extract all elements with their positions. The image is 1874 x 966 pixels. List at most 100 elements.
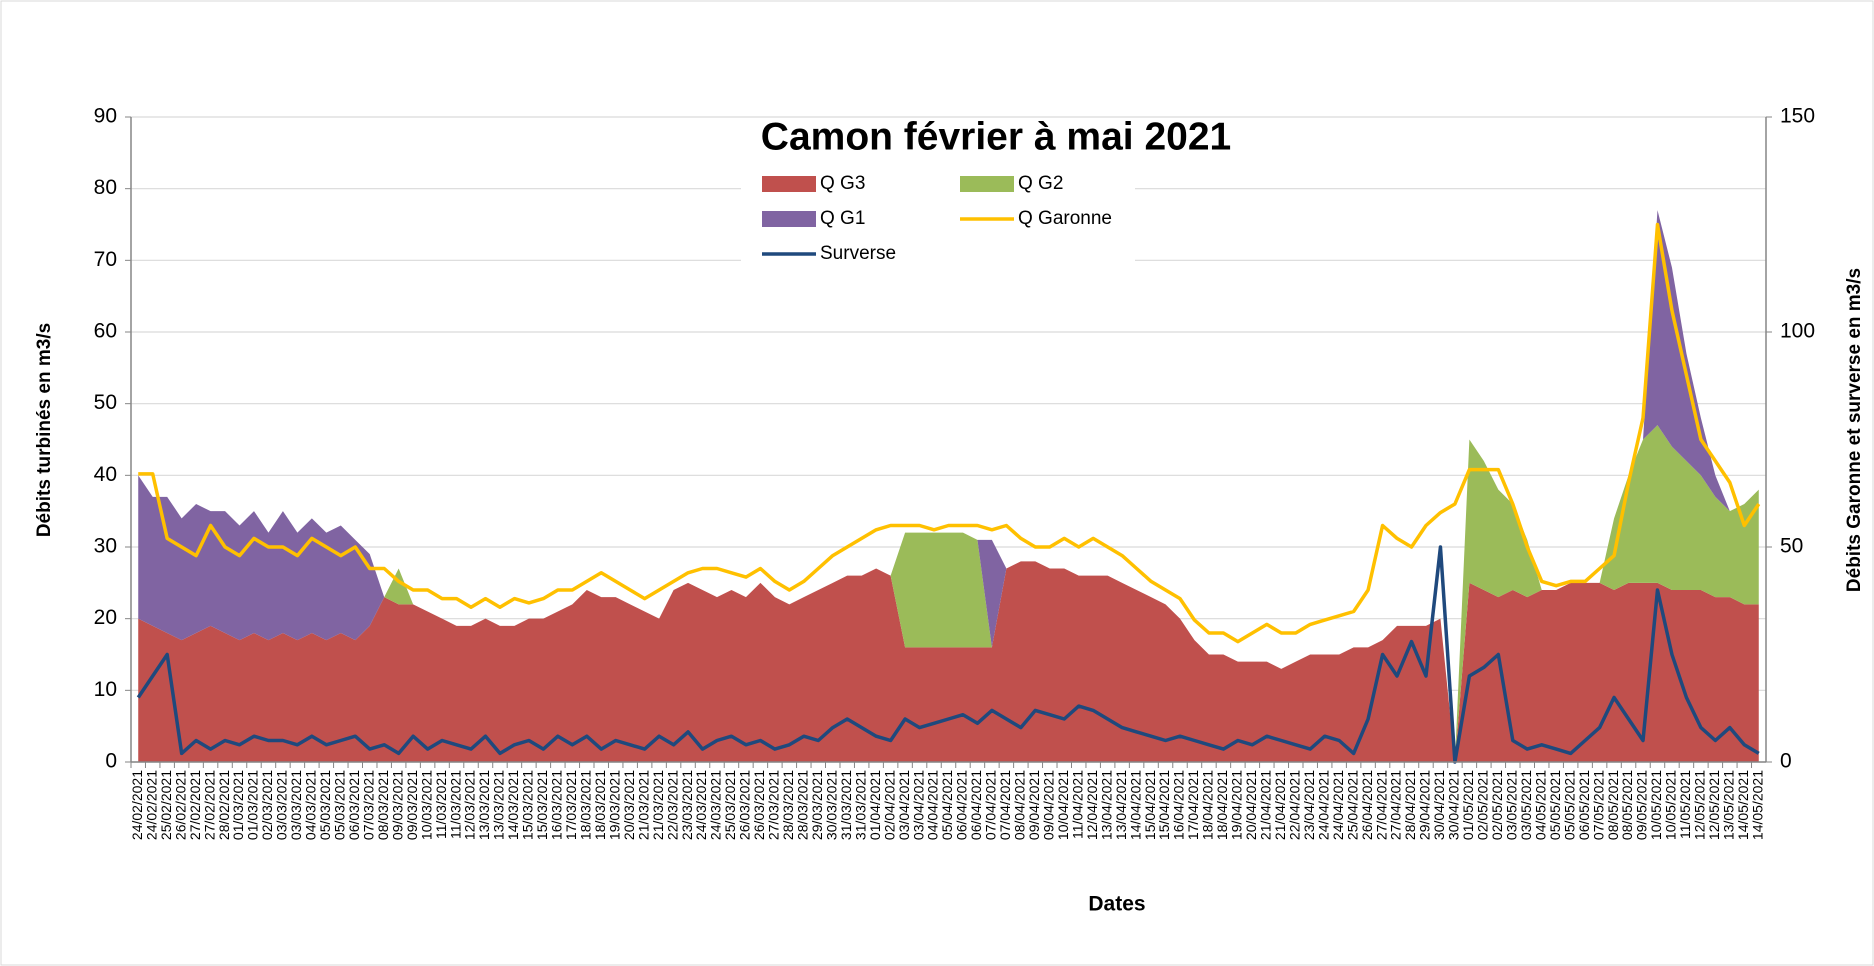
- x-tick-label: 21/04/2021: [1258, 770, 1274, 840]
- y-tick-label: 20: [94, 606, 117, 629]
- chart-title: Camon février à mai 2021: [761, 115, 1231, 158]
- x-tick-label: 13/05/2021: [1721, 770, 1737, 840]
- x-tick-label: 24/03/2021: [693, 770, 709, 840]
- legend-swatch: [762, 176, 816, 192]
- x-tick-label: 24/04/2021: [1315, 770, 1331, 840]
- x-tick-label: 25/02/2021: [158, 770, 174, 840]
- x-tick-label: 08/03/2021: [375, 770, 391, 840]
- x-tick-label: 03/05/2021: [1518, 770, 1534, 840]
- x-tick-label: 01/05/2021: [1460, 770, 1476, 840]
- x-tick-label: 11/03/2021: [447, 770, 463, 839]
- x-tick-label: 08/05/2021: [1619, 770, 1635, 840]
- x-tick-label: 15/03/2021: [534, 770, 550, 840]
- x-tick-label: 18/03/2021: [577, 770, 593, 840]
- x-tick-label: 20/03/2021: [621, 770, 637, 840]
- y-tick-label: 60: [94, 320, 117, 343]
- area: [138, 561, 1759, 762]
- x-tick-label: 26/04/2021: [1359, 770, 1375, 840]
- x-tick-label: 09/03/2021: [389, 770, 405, 840]
- x-tick-label: 06/04/2021: [968, 770, 984, 840]
- x-tick-label: 08/05/2021: [1605, 770, 1621, 840]
- y2-tick-label: 150: [1780, 105, 1815, 128]
- area: [138, 425, 1759, 762]
- x-tick-label: 09/04/2021: [1026, 770, 1042, 840]
- x-tick-label: 02/05/2021: [1475, 770, 1491, 840]
- x-tick-label: 07/05/2021: [1590, 770, 1606, 840]
- x-tick-label: 16/04/2021: [1171, 770, 1187, 840]
- x-tick-label: 04/03/2021: [303, 770, 319, 840]
- x-tick-label: 10/04/2021: [1055, 770, 1071, 840]
- x-tick-label: 31/03/2021: [852, 770, 868, 840]
- legend-swatch: [960, 176, 1014, 192]
- x-tick-label: 03/03/2021: [288, 770, 304, 840]
- x-tick-label: 12/05/2021: [1692, 770, 1708, 840]
- x-tick-label: 21/03/2021: [650, 770, 666, 840]
- legend-swatch: [762, 211, 816, 227]
- x-tick-label: 24/02/2021: [129, 770, 145, 840]
- x-tick-label: 05/04/2021: [939, 770, 955, 840]
- line: [136, 545, 1760, 764]
- x-tick-label: 14/05/2021: [1735, 770, 1751, 840]
- legend-label: Surverse: [820, 243, 896, 264]
- y2-tick-label: 0: [1780, 750, 1792, 773]
- x-tick-label: 02/05/2021: [1489, 770, 1505, 840]
- x-tick-label: 06/03/2021: [346, 770, 362, 840]
- x-tick-label: 18/03/2021: [592, 770, 608, 840]
- x-tick-label: 18/04/2021: [1200, 770, 1216, 840]
- x-tick-label: 01/03/2021: [245, 770, 261, 840]
- x-tick-label: 23/03/2021: [679, 770, 695, 840]
- x-tick-label: 03/04/2021: [910, 770, 926, 840]
- legend-label: Q G3: [820, 173, 865, 194]
- x-tick-label: 05/03/2021: [317, 770, 333, 840]
- x-tick-label: 31/03/2021: [838, 770, 854, 840]
- x-tick-label: 12/03/2021: [462, 770, 478, 840]
- x-tick-label: 18/04/2021: [1214, 770, 1230, 840]
- x-tick-label: 10/03/2021: [418, 770, 434, 840]
- y-tick-label: 0: [105, 750, 117, 773]
- x-tick-label: 25/04/2021: [1344, 770, 1360, 840]
- y-tick-label: 50: [94, 391, 117, 414]
- x-tick-label: 13/04/2021: [1113, 770, 1129, 840]
- x-tick-label: 24/03/2021: [708, 770, 724, 840]
- x-tick-label: 29/03/2021: [809, 770, 825, 840]
- x-tick-label: 02/03/2021: [259, 770, 275, 840]
- x-tick-label: 08/04/2021: [1012, 770, 1028, 840]
- x-tick-label: 17/04/2021: [1185, 770, 1201, 840]
- x-tick-label: 02/04/2021: [881, 770, 897, 840]
- y-tick-label: 40: [94, 463, 117, 486]
- x-tick-label: 27/02/2021: [187, 770, 203, 840]
- x-tick-label: 16/03/2021: [549, 770, 565, 840]
- x-tick-label: 03/05/2021: [1503, 770, 1519, 840]
- x-tick-label: 27/04/2021: [1373, 770, 1389, 840]
- x-tick-label: 09/05/2021: [1634, 770, 1650, 840]
- x-tick-label: 21/03/2021: [635, 770, 651, 840]
- y2-tick-label: 50: [1780, 535, 1803, 558]
- x-tick-label: 06/04/2021: [954, 770, 970, 840]
- x-tick-label: 13/04/2021: [1098, 770, 1114, 840]
- x-tick-label: 10/05/2021: [1648, 770, 1664, 840]
- y-tick-label: 70: [94, 248, 117, 271]
- x-tick-label: 29/04/2021: [1417, 770, 1433, 840]
- x-tick-label: 09/04/2021: [1040, 770, 1056, 840]
- x-tick-label: 20/04/2021: [1243, 770, 1259, 840]
- x-tick-label: 30/03/2021: [823, 770, 839, 840]
- x-tick-label: 05/05/2021: [1547, 770, 1563, 840]
- x-tick-label: 14/04/2021: [1127, 770, 1143, 840]
- line: [138, 222, 1761, 644]
- x-tick-label: 14/05/2021: [1749, 770, 1765, 840]
- x-tick-label: 26/03/2021: [751, 770, 767, 840]
- x-tick-label: 27/02/2021: [201, 770, 217, 840]
- x-tick-label: 23/04/2021: [1301, 770, 1317, 840]
- x-tick-label: 11/03/2021: [433, 770, 449, 839]
- x-tick-label: 28/03/2021: [795, 770, 811, 840]
- x-tick-label: 15/03/2021: [520, 770, 536, 840]
- x-tick-label: 28/03/2021: [780, 770, 796, 840]
- y-axis-label: Débits turbinés en m3/s: [34, 323, 55, 537]
- x-tick-label: 27/03/2021: [766, 770, 782, 840]
- x-tick-label: 28/04/2021: [1402, 770, 1418, 840]
- x-tick-label: 30/04/2021: [1446, 770, 1462, 840]
- x-axis-label: Dates: [1088, 893, 1145, 916]
- x-tick-label: 30/04/2021: [1431, 770, 1447, 840]
